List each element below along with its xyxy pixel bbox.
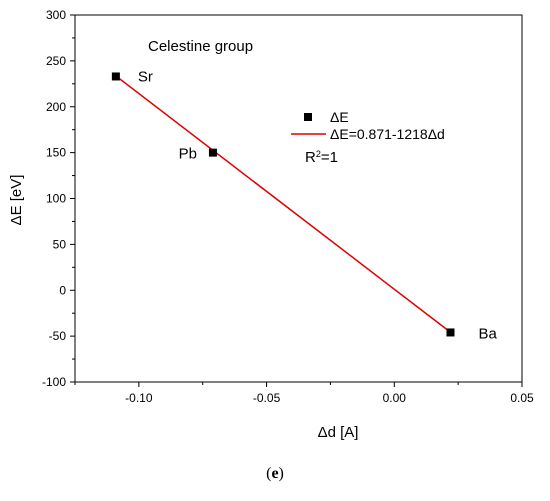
caption-letter: e [271, 465, 279, 482]
legend-label-points: ΔE [330, 109, 349, 125]
y-tick-label: 300 [46, 8, 66, 22]
r-squared-value: =1 [321, 149, 338, 166]
data-point-layer [111, 72, 455, 337]
y-tick-label: -100 [42, 375, 66, 389]
data-point-pb [208, 148, 217, 157]
x-tick-label: -0.05 [253, 391, 281, 405]
x-axis-label: Δd [A] [318, 424, 359, 441]
legend: ΔE ΔE=0.871-1218Δd [291, 109, 445, 142]
fit-line-layer [115, 75, 452, 334]
point-label-layer: Sr Pb Ba [138, 68, 498, 342]
data-point-sr [111, 72, 120, 81]
y-axis-ticks: -100 -50 0 50 100 150 200 250 300 [42, 8, 75, 389]
chart-title: Celestine group [148, 38, 253, 55]
legend-label-fit: ΔE=0.871-1218Δd [330, 126, 445, 142]
y-tick-label: 100 [46, 192, 66, 206]
y-axis-label: ΔE [eV] [8, 175, 25, 226]
x-tick-label: 0.00 [383, 391, 407, 405]
caption-open-paren: ( [266, 465, 272, 482]
point-label-ba: Ba [478, 325, 497, 342]
figure-caption: (e) [0, 465, 550, 483]
fit-line [115, 75, 452, 334]
r-squared-annotation: R2=1 [305, 149, 338, 166]
y-tick-label: 0 [59, 283, 66, 297]
x-axis-ticks: -0.10 -0.05 0.00 0.05 [74, 382, 534, 405]
y-tick-label: 150 [46, 146, 66, 160]
x-tick-label: 0.05 [510, 391, 534, 405]
legend-marker-square [304, 113, 312, 121]
caption-close-paren: ) [278, 465, 284, 482]
y-tick-label: 50 [53, 237, 67, 251]
point-label-pb: Pb [179, 146, 197, 163]
data-point-ba [446, 328, 455, 337]
r-squared-base: R [305, 149, 316, 166]
y-tick-label: 250 [46, 54, 66, 68]
x-tick-label: -0.10 [125, 391, 153, 405]
point-label-sr: Sr [138, 68, 153, 85]
y-tick-label: -50 [49, 329, 67, 343]
chart-svg: -0.10 -0.05 0.00 0.05 -100 -50 0 50 100 150 200 25… [8, 8, 534, 441]
r-squared-superscript: 2 [316, 149, 321, 159]
y-tick-label: 200 [46, 100, 66, 114]
